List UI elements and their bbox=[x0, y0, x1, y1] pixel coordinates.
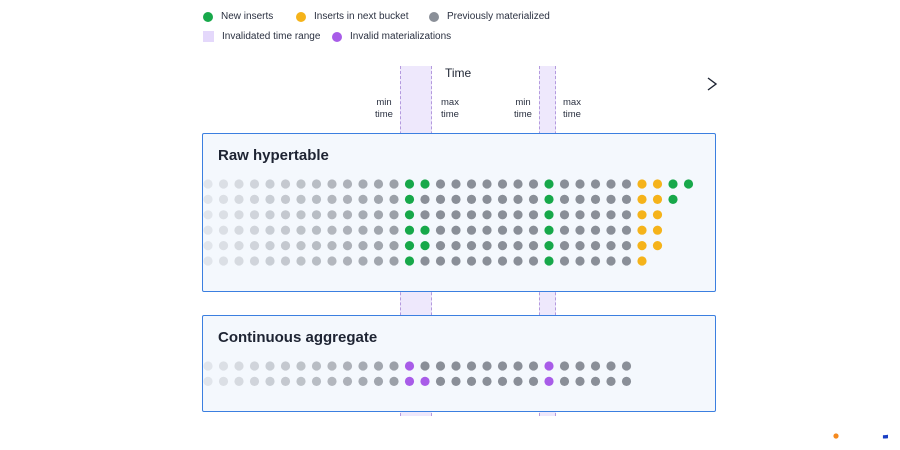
legend-label: Invalid materializations bbox=[350, 31, 452, 42]
legend-label: Previously materialized bbox=[447, 11, 550, 22]
logo-dot-icon bbox=[833, 433, 839, 439]
legend-label: New inserts bbox=[221, 11, 274, 22]
min-time-label-1: min time bbox=[375, 97, 393, 120]
legend-label: Inserts in next bucket bbox=[314, 11, 409, 22]
iranserver-logo: ایران سرور bbox=[833, 409, 888, 439]
legend-invalid-mat: Invalid materializations bbox=[332, 31, 451, 42]
max-time-label-1: max time bbox=[441, 97, 459, 120]
legend-previously: Previously materialized bbox=[429, 11, 550, 22]
purple-square-icon bbox=[203, 31, 214, 42]
arrowhead-icon bbox=[707, 77, 718, 91]
green-dot-icon bbox=[203, 11, 213, 22]
continuous-aggregate-panel: Continuous aggregate bbox=[202, 315, 716, 412]
legend-new-inserts: New inserts bbox=[203, 11, 273, 22]
legend-invalidated-range: Invalidated time range bbox=[203, 31, 320, 42]
time-axis bbox=[203, 77, 718, 91]
max-time-label-2: max time bbox=[563, 97, 581, 120]
min-time-label-2: min time bbox=[514, 97, 532, 120]
raw-hypertable-title: Raw hypertable bbox=[218, 147, 329, 164]
gray-dot-icon bbox=[429, 11, 439, 22]
continuous-aggregate-title: Continuous aggregate bbox=[218, 329, 378, 346]
orange-dot-icon bbox=[296, 11, 306, 22]
legend-next-bucket: Inserts in next bucket bbox=[296, 11, 409, 22]
logo-text: ایران سرور bbox=[882, 409, 888, 439]
time-axis-title: Time bbox=[445, 66, 472, 80]
legend-label: Invalidated time range bbox=[222, 31, 321, 42]
purple-dot-icon bbox=[332, 31, 342, 42]
raw-hypertable-panel: Raw hypertable bbox=[202, 133, 716, 292]
